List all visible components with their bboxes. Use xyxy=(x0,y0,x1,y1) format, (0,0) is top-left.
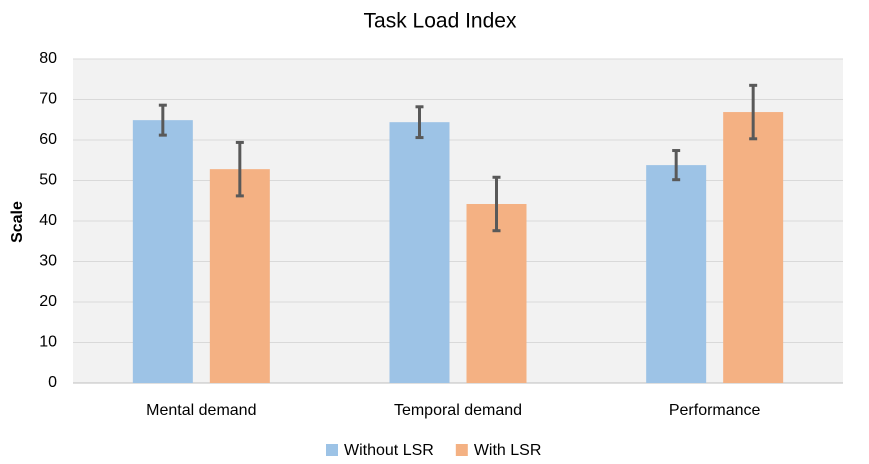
legend-swatch xyxy=(326,444,338,456)
y-tick-label: 70 xyxy=(39,91,57,108)
y-tick-label: 10 xyxy=(39,334,57,351)
bar xyxy=(209,169,270,383)
y-axis-label: Scale xyxy=(9,201,26,243)
bar xyxy=(466,203,527,383)
y-tick-label: 20 xyxy=(39,293,57,310)
y-tick-label: 50 xyxy=(39,172,57,189)
x-tick-label: Temporal demand xyxy=(394,402,522,419)
y-tick-label: 80 xyxy=(39,50,57,67)
legend-swatch xyxy=(455,444,468,456)
y-tick-label: 60 xyxy=(39,131,57,148)
bar xyxy=(723,112,784,384)
chart-title: Task Load Index xyxy=(364,10,517,33)
y-tick-label: 0 xyxy=(48,374,57,391)
legend-label: With LSR xyxy=(474,442,542,459)
x-tick-label: Mental demand xyxy=(146,402,256,419)
y-tick-label: 30 xyxy=(39,253,57,270)
bar xyxy=(132,120,193,383)
bar xyxy=(389,122,450,384)
bar xyxy=(646,165,707,383)
legend-label: Without LSR xyxy=(344,442,434,459)
x-tick-label: Performance xyxy=(669,402,761,419)
y-tick-label: 40 xyxy=(39,212,57,229)
